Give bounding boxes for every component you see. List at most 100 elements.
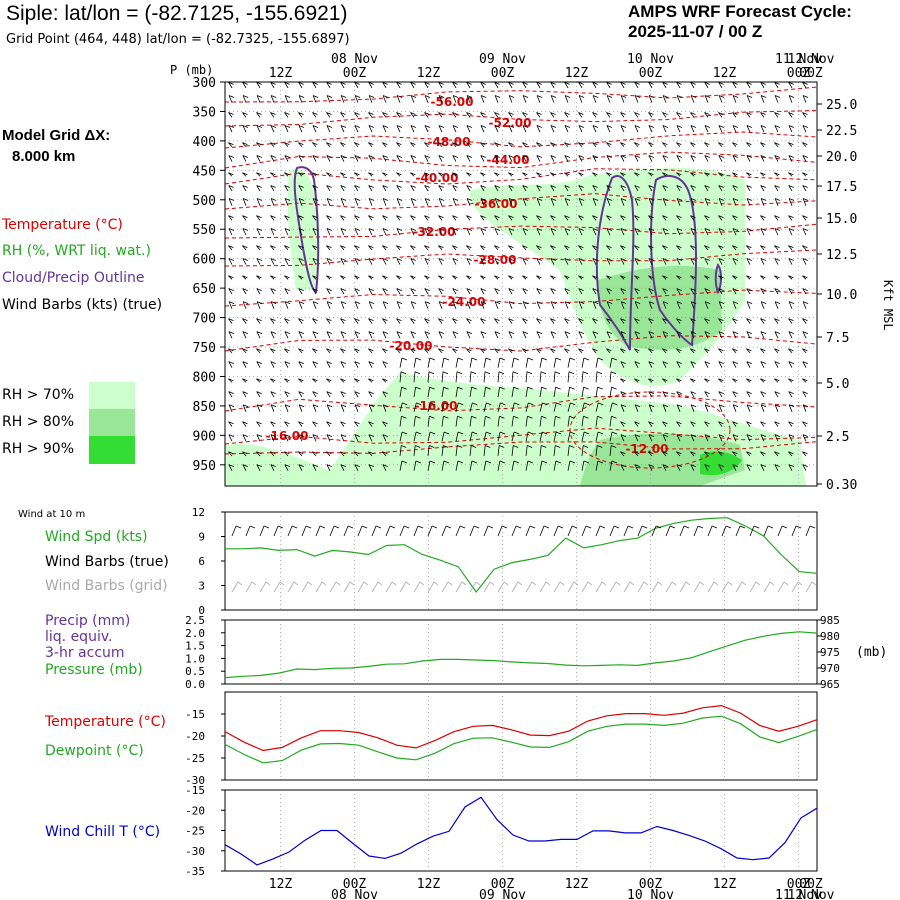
wind-barb xyxy=(256,155,262,158)
wind-barb xyxy=(802,245,808,248)
wind-barb-10m-grid xyxy=(391,581,397,586)
wind-barb xyxy=(368,258,374,261)
wind-barb-10m-grid xyxy=(385,581,393,593)
wind-barb xyxy=(340,112,345,118)
wind-barb xyxy=(536,228,543,231)
wind-barb xyxy=(648,95,653,103)
wind-barb xyxy=(326,361,332,364)
wind-barb xyxy=(513,445,519,448)
temperature-axis-tick-label: -30 xyxy=(185,774,205,787)
wind-barb xyxy=(368,95,373,103)
wind-barb xyxy=(718,404,725,408)
windchill-axis-tick-label: -20 xyxy=(185,804,205,817)
wind-barb xyxy=(774,258,779,265)
wind-barb xyxy=(536,155,541,162)
wind-barb xyxy=(732,348,737,354)
wind-barb xyxy=(788,112,793,118)
wind-barb xyxy=(802,361,808,364)
wind-barb xyxy=(704,318,710,321)
wind-barb-10m-grid xyxy=(455,581,463,593)
wind-barb-10m-grid xyxy=(413,581,421,593)
wind-barb xyxy=(284,331,291,334)
top-time-hour-label: 00Z xyxy=(799,66,823,81)
wind-barb xyxy=(312,318,318,321)
wind-barb xyxy=(228,185,233,192)
wind-barb xyxy=(399,445,402,457)
wind-barb xyxy=(340,391,346,394)
wind-barb xyxy=(284,391,290,394)
wind-barb xyxy=(326,228,333,231)
wind-barb xyxy=(438,82,443,89)
wind-barb xyxy=(662,245,667,251)
wind-barb xyxy=(704,421,710,425)
wind-barb xyxy=(555,386,561,390)
wind-barb xyxy=(457,415,463,419)
wind-barb-10m-grid xyxy=(707,581,715,593)
model-grid-value: 8.000 km xyxy=(12,148,76,165)
wind-barb xyxy=(555,445,561,448)
wind-barb xyxy=(270,301,277,304)
wind-barb xyxy=(690,361,695,368)
wind-barb xyxy=(368,421,374,425)
wind-barb xyxy=(438,198,443,206)
wind-barb xyxy=(312,301,317,309)
wind-barb xyxy=(634,228,639,236)
wind-barb xyxy=(340,215,345,221)
wind-barb xyxy=(718,288,723,295)
wind-barb xyxy=(569,460,576,464)
wind-barb xyxy=(298,301,303,309)
wind-barb xyxy=(354,112,359,118)
wind-barb xyxy=(606,331,613,334)
label-wind-chill: Wind Chill T (°C) xyxy=(45,824,161,840)
wind-barb xyxy=(424,215,429,221)
wind-barb xyxy=(441,387,444,398)
wind-barb xyxy=(760,198,765,206)
wind-barb xyxy=(522,198,527,206)
wind-barb xyxy=(354,404,361,408)
wind-barb-10m-grid xyxy=(427,581,435,593)
wind-barb xyxy=(438,198,445,201)
wind-barb xyxy=(788,318,793,324)
wind-barb xyxy=(242,348,247,354)
wind-barb xyxy=(662,258,668,261)
wind-barb xyxy=(690,288,695,295)
wind-barb xyxy=(718,198,725,201)
wind-barb xyxy=(494,275,500,279)
wind-barb xyxy=(634,155,640,158)
wind-barb xyxy=(396,198,403,201)
wind-barb xyxy=(242,112,248,115)
wind-barb xyxy=(583,460,590,464)
wind-barb xyxy=(354,142,360,145)
wind-barb xyxy=(634,348,639,354)
temperature-panel-frame xyxy=(224,691,818,781)
wind-barb xyxy=(508,288,513,295)
wind-barb xyxy=(455,416,458,427)
wind-barb xyxy=(690,125,695,133)
top-time-hour-label: 00Z xyxy=(787,66,811,81)
wind-barb xyxy=(228,142,233,148)
wind-barb xyxy=(550,142,556,145)
wind-barb xyxy=(228,331,233,339)
wind-barb xyxy=(606,258,612,261)
wind-barb xyxy=(469,445,472,457)
wind-barb xyxy=(382,82,388,85)
wind-barb xyxy=(606,288,612,291)
wind-barb xyxy=(228,155,233,162)
wind-barb xyxy=(522,215,527,221)
wind-barb xyxy=(704,361,710,364)
wind-barb-10m-true xyxy=(609,525,615,537)
wind-barb xyxy=(354,378,360,382)
wind-barb xyxy=(424,125,431,128)
windchill-line xyxy=(224,796,818,866)
wind-barb xyxy=(676,421,681,427)
wind-barb xyxy=(564,318,569,324)
wind-barb-10m-grid xyxy=(749,581,757,593)
wind-barb xyxy=(732,301,739,304)
wind-barb xyxy=(228,215,233,221)
wind-barb xyxy=(312,421,317,427)
wind-barb xyxy=(256,361,261,368)
wind-barb xyxy=(522,172,528,176)
wind-barb xyxy=(648,451,654,455)
wind-barb xyxy=(718,125,725,128)
wind-barb xyxy=(676,82,682,85)
